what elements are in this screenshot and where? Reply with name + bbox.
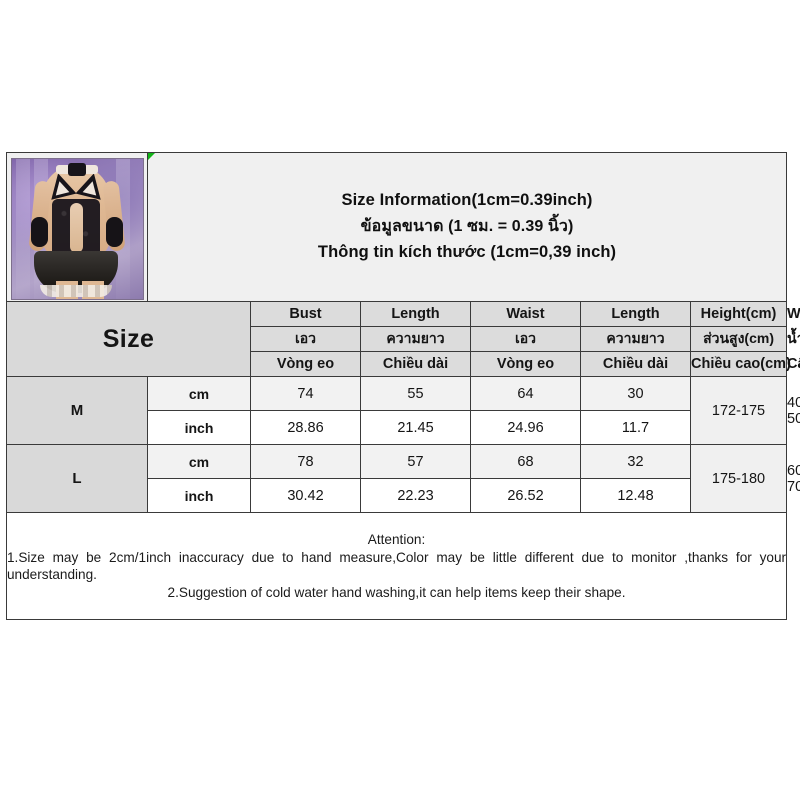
table-row: L cm 78 57 68 32 175-180 60-70	[6, 444, 800, 513]
column-header-length1-en: Length	[360, 301, 471, 327]
column-header-row-english: Size Bust Length Waist Length Height(cm)…	[6, 301, 800, 377]
title-vietnamese: Thông tin kích thước (1cm=0,39 inch)	[317, 242, 617, 261]
column-header-row-vietnamese: Vòng eo Chiều dài Vòng eo Chiều dài Chiề…	[7, 351, 800, 377]
value-l-cm-length1: 57	[360, 444, 471, 479]
title-cell: Size Information(1cm=0.39inch) ข้อมูลขนา…	[146, 152, 788, 302]
title-row: Size Information(1cm=0.39inch) ข้อมูลขนา…	[6, 152, 788, 302]
column-header-length1-vi: Chiều dài	[360, 351, 471, 377]
column-header-waist-th: เอว	[470, 326, 581, 352]
unit-cm-m: cm	[147, 376, 251, 411]
value-m-cm-length2: 30	[580, 376, 691, 411]
value-m-inch-length1: 21.45	[360, 410, 471, 445]
product-photo	[10, 157, 144, 300]
value-m-cm-waist: 64	[470, 376, 581, 411]
photo-backdrop-stripe	[15, 158, 30, 299]
size-information-table: Size Information(1cm=0.39inch) ข้อมูลขนา…	[5, 152, 800, 620]
attention-line-1: 1.Size may be 2cm/1inch inaccuracy due t…	[7, 549, 787, 583]
cat-ear-inner-left	[52, 178, 69, 196]
title-thai: ข้อมูลขนาด (1 ซม. = 0.39 นิ้ว)	[360, 217, 574, 235]
value-m-cm-length1: 55	[360, 376, 471, 411]
cat-ear-inner-right	[82, 178, 99, 196]
column-header-length2-vi: Chiều dài	[580, 351, 691, 377]
column-header-bust-en: Bust	[250, 301, 361, 327]
attention-row: Attention: 1.Size may be 2cm/1inch inacc…	[5, 512, 788, 620]
table-row: inch 30.42 22.23 26.52 12.48	[7, 478, 787, 513]
model-arm-sleeve-right	[105, 216, 123, 247]
value-l-cm-length2: 32	[580, 444, 691, 479]
unit-inch-l: inch	[147, 478, 251, 513]
column-header-bust-vi: Vòng eo	[250, 351, 361, 377]
bodysuit-front-opening	[69, 202, 83, 253]
value-m-height: 172-175	[689, 376, 788, 445]
unit-inch-m: inch	[147, 410, 251, 445]
value-l-inch-length1: 22.23	[360, 478, 471, 513]
table-row: M cm 74 55 64 30 172-175 40-50	[6, 376, 800, 445]
value-m-inch-bust: 28.86	[250, 410, 361, 445]
size-code-l: L	[6, 444, 148, 513]
value-l-inch-bust: 30.42	[250, 478, 361, 513]
column-header-waist-vi: Vòng eo	[470, 351, 581, 377]
value-l-height: 175-180	[689, 444, 788, 513]
column-header-length2-th: ความยาว	[580, 326, 691, 352]
column-header-length1-th: ความยาว	[360, 326, 471, 352]
product-photo-cell	[6, 152, 148, 302]
column-header-length2-en: Length	[580, 301, 691, 327]
attention-note: Attention: 1.Size may be 2cm/1inch inacc…	[5, 512, 788, 620]
collar-bow	[67, 162, 86, 176]
attention-heading: Attention:	[367, 532, 426, 547]
value-m-inch-waist: 24.96	[470, 410, 581, 445]
unit-cm-l: cm	[147, 444, 251, 479]
value-l-inch-waist: 26.52	[470, 478, 581, 513]
column-header-bust-th: เอว	[250, 326, 361, 352]
table-row: inch 28.86 21.45 24.96 11.7	[7, 410, 787, 445]
value-m-inch-length2: 11.7	[580, 410, 691, 445]
value-m-cm-bust: 74	[250, 376, 361, 411]
column-header-height-th: ส่วนสูง(cm)	[689, 326, 788, 352]
comment-flag-icon	[148, 153, 155, 160]
column-header-waist-en: Waist	[470, 301, 581, 327]
value-l-cm-waist: 68	[470, 444, 581, 479]
attention-line-2: 2.Suggestion of cold water hand washing,…	[167, 584, 626, 600]
value-l-cm-bust: 78	[250, 444, 361, 479]
column-header-height-en: Height(cm)	[689, 301, 788, 327]
value-l-inch-length2: 12.48	[580, 478, 691, 513]
model-arm-sleeve-left	[30, 216, 48, 247]
column-header-row-thai: เอว ความยาว เอว ความยาว ส่วนสูง(cm) น้ำห…	[7, 326, 800, 352]
skirt-white-frill	[39, 284, 112, 297]
size-label-cell: Size	[6, 301, 251, 377]
title-english: Size Information(1cm=0.39inch)	[341, 190, 593, 209]
column-header-height-vi: Chiều cao(cm)	[689, 351, 791, 377]
size-code-m: M	[6, 376, 148, 445]
